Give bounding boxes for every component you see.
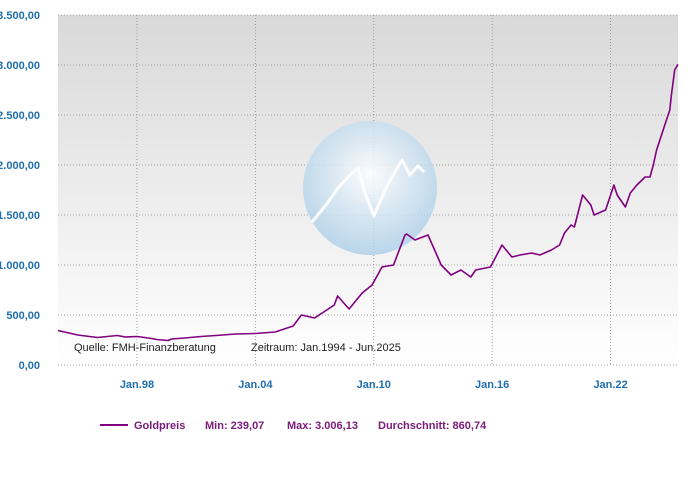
x-tick-label: Jan.22 [593,379,627,391]
y-tick-label: 0,00 [19,360,40,372]
y-tick-label: 2.500,00 [0,110,40,122]
y-axis-ticks: 0,00 500,00 1.000,00 1.500,00 2.000,00 2.500,… [0,10,40,372]
series-line-goldpreis [57,63,679,342]
x-axis-ticks: Jan.98 Jan.04 Jan.10 Jan.16 Jan.22 [120,379,628,391]
legend-min: Min: 239,07 [205,420,264,432]
y-tick-label: 3.000,00 [0,60,40,72]
x-tick-label: Jan.98 [120,379,154,391]
x-tick-label: Jan.04 [238,379,273,391]
legend-series-name: Goldpreis [134,420,185,432]
y-tick-label: 2.000,00 [0,160,40,172]
y-tick-label: 1.500,00 [0,210,40,222]
fmh-logo-icon [303,121,437,255]
legend-max: Max: 3.006,13 [287,420,358,432]
x-tick-label: Jan.16 [475,379,509,391]
x-tick-label: Jan.10 [357,379,391,391]
legend: Goldpreis Min: 239,07 Max: 3.006,13 Durc… [100,420,487,432]
y-tick-label: 1.000,00 [0,260,40,272]
source-annotation: Quelle: FMH-Finanzberatung [74,342,216,354]
period-annotation: Zeitraum: Jan.1994 - Jun.2025 [251,342,401,354]
legend-average: Durchschnitt: 860,74 [378,420,487,432]
y-tick-label: 500,00 [6,310,40,322]
y-tick-label: 3.500,00 [0,10,40,22]
